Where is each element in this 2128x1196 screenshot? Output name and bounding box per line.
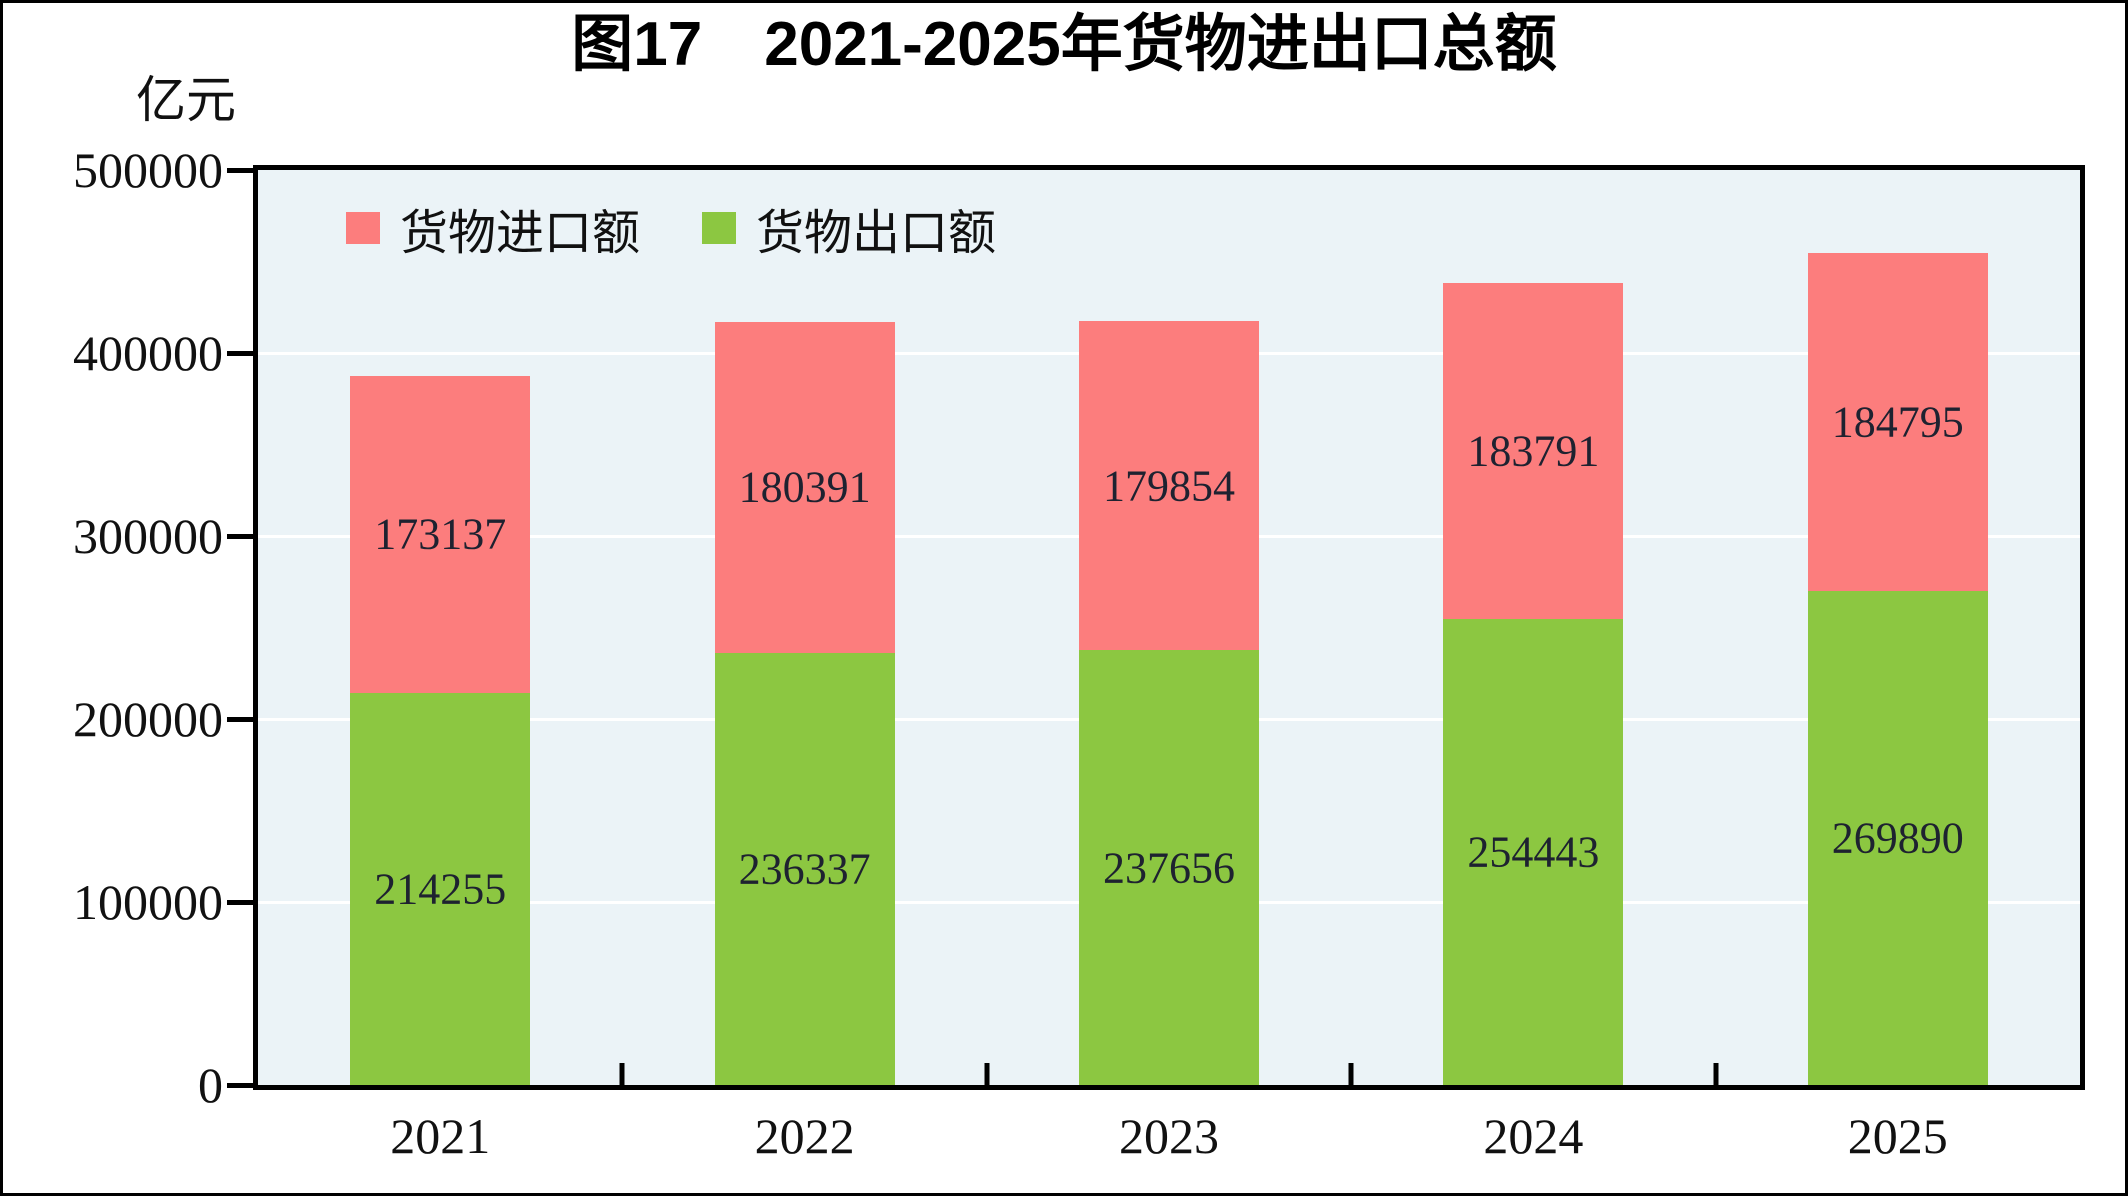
legend-item-import: 货物进口额 (346, 193, 640, 263)
x-boundary-tick-4 (1713, 1063, 1719, 1085)
bar-2021-export-value-label: 214255 (374, 864, 507, 914)
y-tick-mark-200000 (227, 716, 253, 722)
y-tick-label-400000: 400000 (73, 325, 223, 381)
x-tick-label-2022: 2022 (754, 1108, 855, 1164)
bar-2022-export-value-label: 236337 (738, 844, 871, 894)
chart-title: 图17 2021-2025年货物进出口总额 (571, 10, 1557, 79)
bar-2023-export-value-label: 237656 (1103, 843, 1235, 893)
bar-2025-import-segment (1807, 252, 1988, 592)
bar-2022-import-value-label: 180391 (738, 462, 871, 512)
bar-2021-export-segment (350, 692, 531, 1085)
bar-2023-export-segment (1079, 650, 1259, 1085)
bar-2021-import-segment (350, 376, 531, 693)
x-tick-label-2025: 2025 (1847, 1108, 1948, 1164)
x-boundary-tick-3 (1348, 1063, 1354, 1085)
bar-2022-export-segment (714, 652, 895, 1085)
legend-item-export: 货物出口额 (702, 193, 996, 263)
y-tick-mark-100000 (227, 899, 253, 905)
x-tick-label-2024: 2024 (1483, 1108, 1584, 1164)
y-axis-unit-label: 亿元 (136, 72, 236, 128)
bar-2025-import-value-label: 184795 (1831, 397, 1964, 447)
bar-2024-export-segment (1443, 619, 1624, 1085)
bar-2024-import-value-label: 183791 (1467, 426, 1600, 476)
bar-2025-export-segment (1807, 591, 1988, 1085)
bar-2023-import-value-label: 179854 (1103, 461, 1235, 511)
x-tick-label-2021: 2021 (390, 1108, 491, 1164)
y-tick-mark-400000 (227, 350, 253, 356)
plot-area: 货物进口额 货物出口额 214255 173137 236337 180391 23765… (253, 165, 2085, 1090)
bar-2025-export-value-label: 269890 (1831, 813, 1964, 863)
y-tick-mark-0 (227, 1082, 253, 1088)
x-boundary-tick-1 (619, 1063, 625, 1085)
legend: 货物进口额 货物出口额 (346, 200, 996, 260)
y-tick-mark-500000 (227, 167, 253, 173)
y-tick-mark-300000 (227, 533, 253, 539)
legend-swatch-export (702, 212, 737, 244)
bar-2021-import-value-label: 173137 (374, 509, 507, 559)
x-boundary-tick-2 (984, 1063, 990, 1085)
bar-2023-import-segment (1079, 320, 1259, 651)
y-tick-label-0: 0 (198, 1057, 223, 1113)
legend-label-export: 货物出口额 (756, 207, 997, 260)
legend-swatch-import (346, 212, 380, 244)
y-tick-label-500000: 500000 (73, 142, 223, 198)
bar-2024-import-segment (1443, 283, 1624, 620)
y-tick-label-300000: 300000 (73, 508, 223, 564)
y-tick-label-200000: 200000 (73, 691, 223, 747)
y-tick-label-100000: 100000 (73, 874, 223, 930)
bar-2022-import-segment (714, 322, 895, 653)
x-tick-label-2023: 2023 (1119, 1108, 1219, 1164)
legend-label-import: 货物进口额 (400, 207, 641, 260)
bar-2024-export-value-label: 254443 (1467, 827, 1600, 877)
